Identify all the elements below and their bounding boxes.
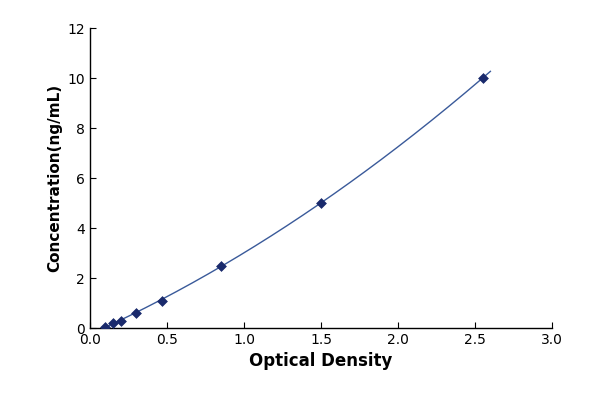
Point <box>316 200 326 206</box>
Point <box>158 297 167 304</box>
Point <box>478 75 487 81</box>
Y-axis label: Concentration(ng/mL): Concentration(ng/mL) <box>47 84 62 272</box>
Point <box>116 317 125 324</box>
Point <box>101 324 110 330</box>
Point <box>131 309 141 316</box>
Point <box>108 320 118 326</box>
X-axis label: Optical Density: Optical Density <box>250 352 392 370</box>
Point <box>216 262 226 269</box>
